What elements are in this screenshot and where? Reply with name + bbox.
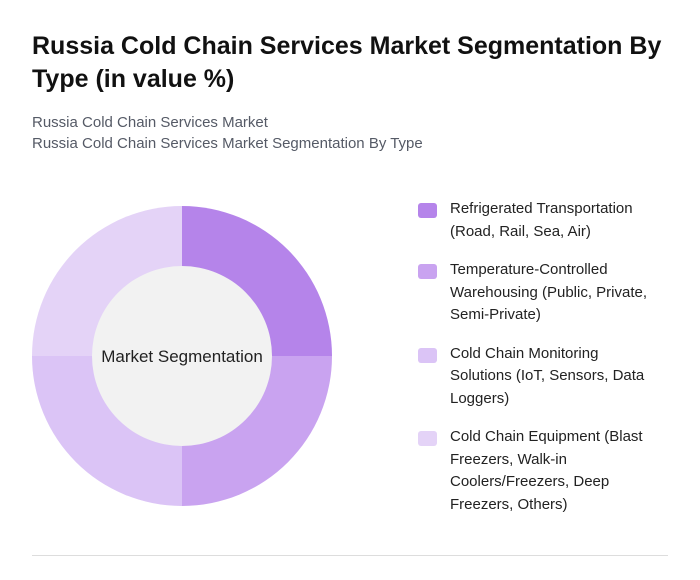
legend-label: Refrigerated Transportation (Road, Rail,… <box>450 200 633 240</box>
legend: Refrigerated Transportation (Road, Rail,… <box>418 198 658 532</box>
legend-item: Cold Chain Equipment (Blast Freezers, Wa… <box>418 426 658 516</box>
legend-swatch <box>418 264 437 279</box>
subtitle: Russia Cold Chain Services Market Segmen… <box>32 135 423 152</box>
legend-swatch <box>418 203 437 218</box>
legend-item: Temperature-Controlled Warehousing (Publ… <box>418 259 658 327</box>
legend-swatch <box>418 431 437 446</box>
legend-label: Cold Chain Monitoring Solutions (IoT, Se… <box>450 344 645 407</box>
legend-label: Cold Chain Equipment (Blast Freezers, Wa… <box>450 428 643 513</box>
chart-title: Russia Cold Chain Services Market Segmen… <box>32 32 662 93</box>
legend-swatch <box>418 347 437 363</box>
donut-hole <box>92 266 272 446</box>
subtitles: Russia Cold Chain Services Market Russia… <box>32 112 423 154</box>
divider <box>32 555 668 556</box>
chart: Market Segmentation <box>32 206 332 506</box>
legend-label: Temperature-Controlled Warehousing (Publ… <box>450 261 648 323</box>
legend-item: Cold Chain Monitoring Solutions (IoT, Se… <box>418 343 658 411</box>
subtitle: Russia Cold Chain Services Market <box>32 114 268 131</box>
center-label: Market Segmentation <box>101 347 263 366</box>
legend-item: Refrigerated Transportation (Road, Rail,… <box>418 198 658 243</box>
